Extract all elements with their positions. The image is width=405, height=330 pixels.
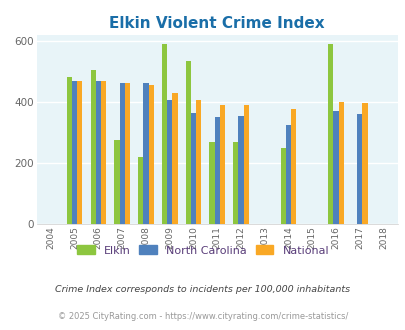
Bar [356,114,362,224]
Bar [243,105,248,224]
Bar [172,93,177,224]
Bar [232,142,238,224]
Bar [214,117,219,224]
Bar [219,105,224,224]
Bar [190,113,196,224]
Bar [101,81,106,224]
Bar [333,111,338,224]
Bar [238,116,243,224]
Bar [166,100,172,224]
Bar [143,83,148,224]
Bar [196,100,201,224]
Bar [285,125,290,224]
Bar [148,85,153,224]
Bar [96,81,101,224]
Bar [66,78,72,224]
Bar [72,81,77,224]
Text: Crime Index corresponds to incidents per 100,000 inhabitants: Crime Index corresponds to incidents per… [55,285,350,294]
Bar [280,148,285,224]
Title: Elkin Violent Crime Index: Elkin Violent Crime Index [109,16,324,31]
Bar [124,83,130,224]
Bar [114,140,119,224]
Bar [338,102,343,224]
Text: © 2025 CityRating.com - https://www.cityrating.com/crime-statistics/: © 2025 CityRating.com - https://www.city… [58,313,347,321]
Bar [362,103,367,224]
Bar [290,109,296,224]
Bar [119,83,124,224]
Bar [162,44,166,224]
Bar [185,61,190,224]
Bar [209,142,214,224]
Bar [138,157,143,224]
Bar [77,81,82,224]
Bar [327,44,333,224]
Bar [90,70,96,224]
Legend: Elkin, North Carolina, National: Elkin, North Carolina, National [72,241,333,260]
